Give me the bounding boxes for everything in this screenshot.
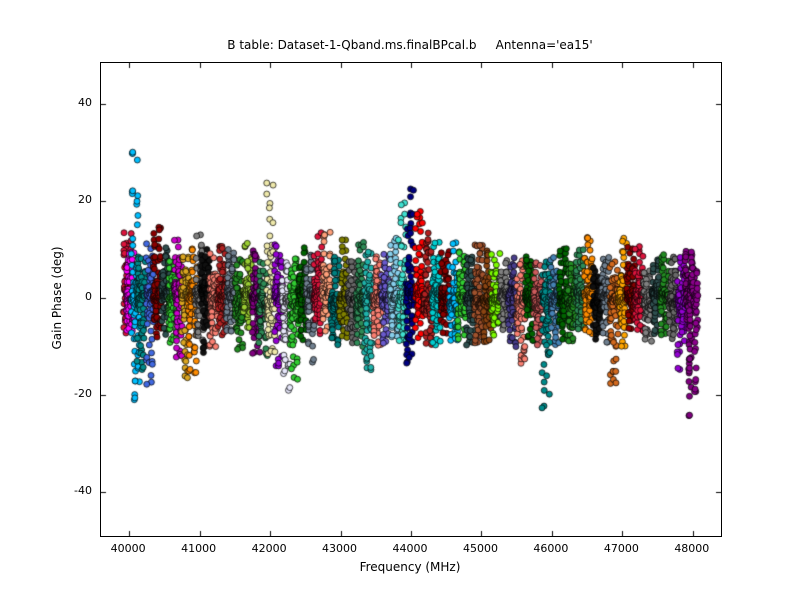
x-tick-label: 48000 [674,542,710,555]
x-tick-label: 43000 [322,542,358,555]
y-tick-label: 40 [78,95,92,109]
x-tick-label: 42000 [251,542,287,555]
y-tick-label: 0 [85,290,92,304]
y-tick-label: -20 [74,387,92,401]
y-tick-label: -40 [74,484,92,498]
x-tick-label: 45000 [462,542,498,555]
y-tick-label: 20 [78,192,92,206]
x-axis-label: Frequency (MHz) [359,560,461,574]
x-tick-label: 41000 [181,542,217,555]
x-tick-label: 46000 [533,542,569,555]
x-tick-label: 47000 [603,542,639,555]
axes-area [100,62,722,537]
x-tick-label: 44000 [392,542,428,555]
x-tick-label: 40000 [110,542,146,555]
y-axis-label: Gain Phase (deg) [50,246,64,350]
plot-title: B table: Dataset-1-Qband.ms.finalBPcal.b… [227,38,593,52]
plot-canvas [101,63,721,536]
